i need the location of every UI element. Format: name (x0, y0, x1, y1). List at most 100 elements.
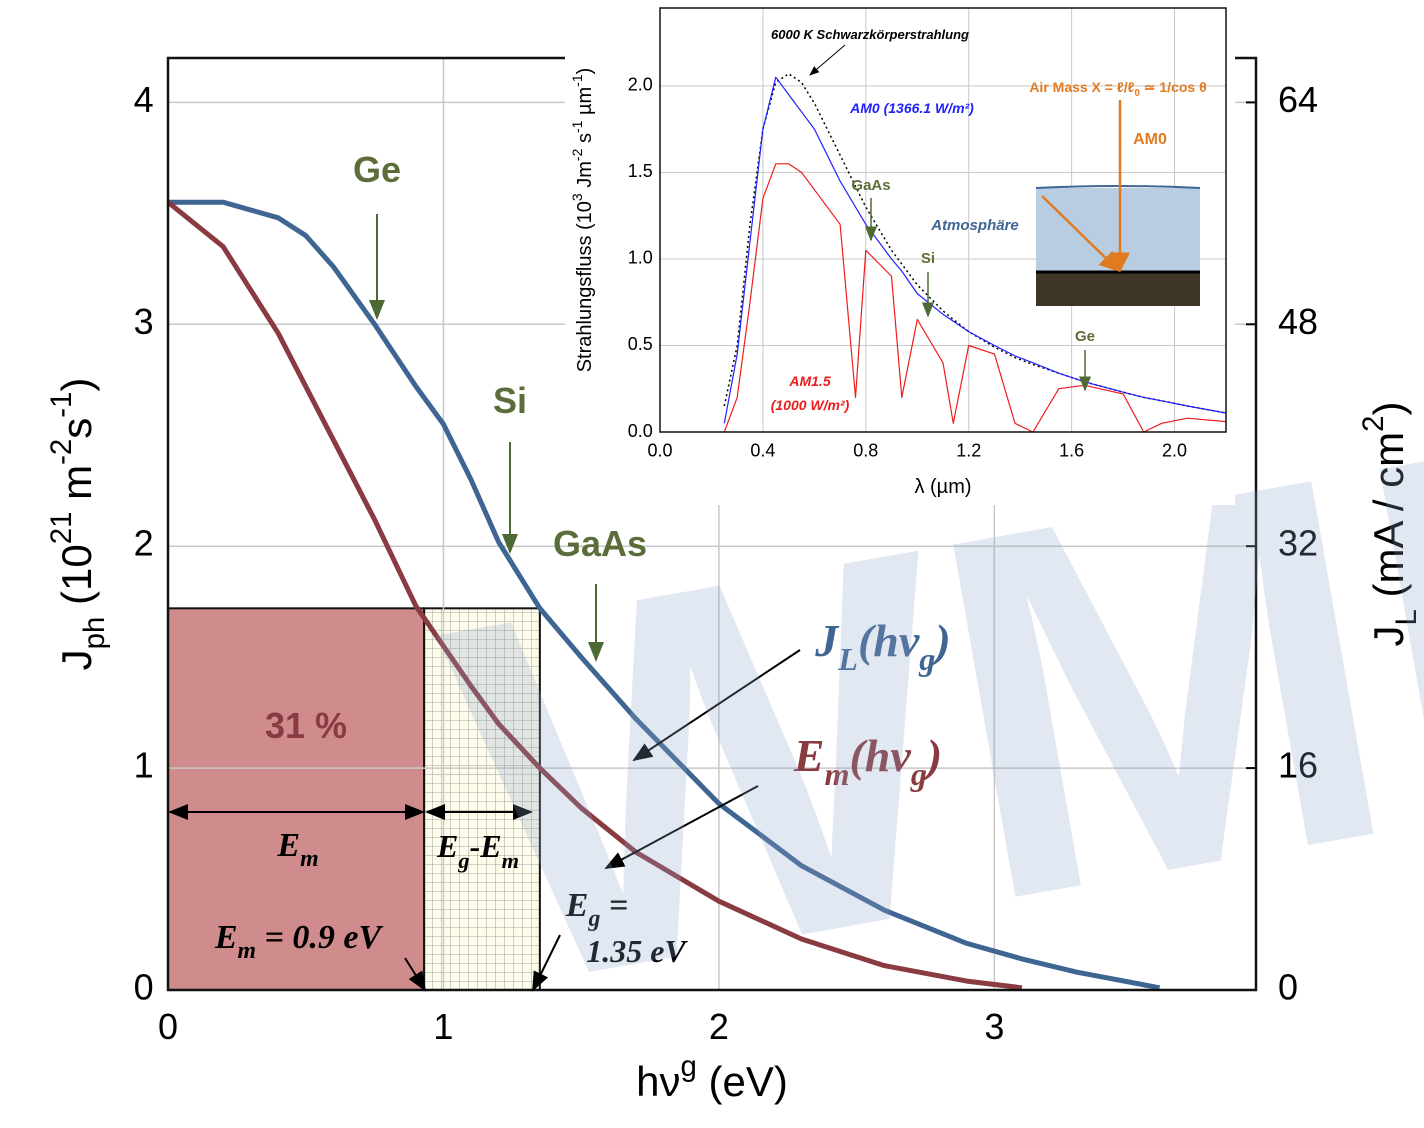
annotation-part: GaAs (553, 523, 647, 564)
y-tick-label: 2 (134, 523, 154, 564)
annotation-part: g (587, 906, 600, 932)
y-axis-label-part: ph (78, 617, 111, 650)
annotation: Ge (353, 149, 401, 190)
annotation: AM1.5 (788, 373, 830, 389)
x-tick-label: 0.0 (647, 441, 672, 461)
annotation: Ge (1075, 328, 1095, 345)
annotation-part: 0 (1134, 88, 1140, 99)
y-axis-label: Strahlungsfluss (103 Jm-2 s-1 µm-1) (569, 68, 597, 373)
annotation: Si (921, 250, 935, 267)
y2-axis-label-part: ) (1365, 401, 1412, 415)
annotation-part: m (502, 848, 519, 873)
x-axis-label-part: (eV) (697, 1058, 788, 1105)
earth (1036, 272, 1200, 306)
annotation: Air Mass X = ℓ/ℓ0 ≃ 1/cos θ (1029, 79, 1206, 99)
y-axis-label-part: -1 (569, 74, 585, 87)
y-axis-label-part: -1 (45, 392, 78, 418)
annotation: Em(hνg) (793, 730, 942, 793)
annotation-part: ) (923, 730, 942, 781)
y-tick-label: 1.0 (628, 248, 653, 268)
arrow (604, 785, 759, 869)
y2-tick-label: 0 (1278, 967, 1298, 1008)
annotation-part: m (300, 846, 319, 872)
y2-tick-label: 16 (1278, 745, 1318, 786)
annotation: 6000 K Schwarzkörperstrahlung (771, 27, 969, 42)
annotation-part: J (814, 615, 840, 666)
y-axis-label-part: -1 (569, 120, 585, 133)
annotation-part: L (837, 641, 858, 677)
x-tick-label: 0 (158, 1006, 178, 1047)
y-axis-label-part: -2 (569, 148, 585, 161)
y2-tick-label: 48 (1278, 301, 1318, 342)
annotation: 31 % (265, 705, 347, 746)
annotation-part: Ge (1075, 328, 1095, 345)
annotation-part: m (824, 756, 849, 792)
x-axis-label-part: hν (636, 1058, 680, 1105)
y-axis-label-part: -2 (45, 439, 78, 465)
series-line (166, 200, 1023, 991)
arrow (809, 44, 846, 76)
x-axis-label-part: g (680, 1050, 696, 1083)
annotation-part: g (910, 756, 927, 792)
annotation-part: (hν (849, 730, 911, 781)
annotation: (1000 W/m²) (771, 397, 850, 413)
annotation: Em (276, 827, 318, 873)
y-tick-label: 4 (134, 79, 154, 120)
y-tick-label: 1.5 (628, 161, 653, 181)
x-tick-label: 0.8 (853, 441, 878, 461)
annotation: Eg-Em (436, 828, 519, 872)
x-tick-label: 1.2 (956, 441, 981, 461)
y2-tick-label: 32 (1278, 523, 1318, 564)
x-tick-label: 2 (709, 1006, 729, 1047)
y-axis-label-part: µm (574, 87, 596, 121)
y-tick-label: 0.5 (628, 334, 653, 354)
annotation-part: E (436, 828, 458, 864)
annotation: Si (493, 380, 527, 421)
annotation-part: g (457, 848, 469, 873)
annotation-part: Ge (353, 149, 401, 190)
y2-axis-label-part: 2 (1357, 415, 1390, 431)
annotation-part: AM0 (1133, 131, 1167, 148)
arrow (532, 934, 561, 992)
y-axis-label-part: J (53, 649, 100, 670)
annotation: 1.35 eV (586, 933, 688, 969)
y2-axis-label-part: J (1365, 626, 1412, 647)
y-axis-label-part: ) (53, 378, 100, 392)
annotation-part: = 0.9 eV (256, 919, 383, 956)
y-tick-label: 0.0 (628, 421, 653, 441)
x-tick-label: 3 (984, 1006, 1004, 1047)
annotation-part: E (565, 887, 589, 924)
atmosphere (1036, 188, 1200, 272)
annotation-part: E (793, 730, 825, 781)
x-tick-label: 1.6 (1059, 441, 1084, 461)
arrow (404, 957, 427, 992)
x-tick-label: 1 (433, 1006, 453, 1047)
y-axis-label: Jph (1021 m-2s-1) (45, 378, 111, 671)
series-line (168, 199, 1161, 991)
y2-axis-label: JL (mA / cm2) (1357, 401, 1423, 646)
y-axis-label-part: Strahlungsfluss (10 (574, 201, 596, 372)
annotation-part: GaAs (851, 177, 890, 194)
annotation-part: ≃ 1/cos θ (1140, 79, 1207, 95)
annotation-part: Air Mass X = ℓ/ℓ (1029, 79, 1134, 95)
annotation: JL(hνg) (814, 615, 950, 678)
annotation: GaAs (553, 523, 647, 564)
annotation-part: 6000 K Schwarzkörperstrahlung (771, 27, 969, 42)
atmosphere-top (1035, 185, 1201, 189)
y-axis-label-part: 3 (569, 193, 585, 201)
annotation: Em = 0.9 eV (214, 919, 384, 965)
arrow (1041, 195, 1120, 272)
x-tick-label: 2.0 (1162, 441, 1187, 461)
annotation-part: m (238, 938, 257, 964)
annotation-part: (1000 W/m²) (771, 397, 850, 413)
y-axis-label-part: s (53, 418, 100, 439)
y-tick-label: 0 (134, 967, 154, 1008)
annotation-part: ) (931, 615, 950, 666)
annotation-part: Atmosphäre (930, 217, 1019, 234)
series-line (723, 76, 1227, 424)
y-tick-label: 2.0 (628, 75, 653, 95)
x-axis-label: hνg (eV) (636, 1050, 788, 1105)
x-tick-label: 0.4 (750, 441, 775, 461)
plot-frame (659, 7, 1227, 433)
y-tick-label: 1 (134, 745, 154, 786)
